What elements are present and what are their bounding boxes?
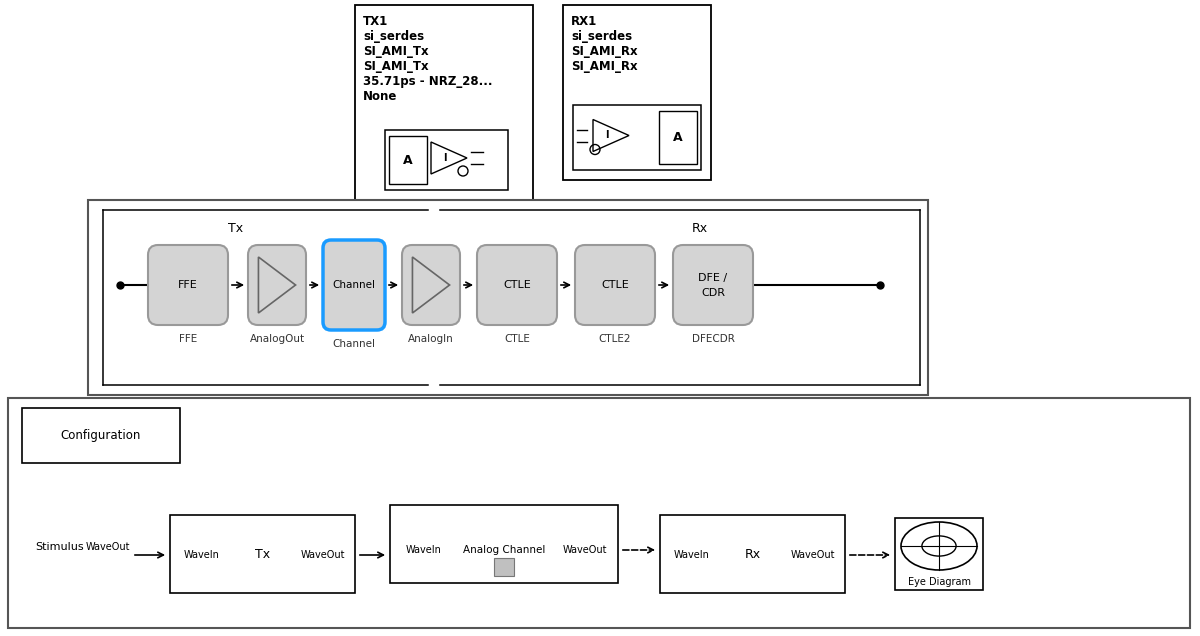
Text: CTLE: CTLE — [601, 280, 629, 290]
Text: Channel: Channel — [332, 280, 376, 290]
Text: WaveIn: WaveIn — [406, 545, 442, 555]
FancyBboxPatch shape — [148, 245, 228, 325]
Text: FFE: FFE — [179, 334, 197, 344]
Bar — [659, 111, 697, 164]
Text: Configuration: Configuration — [61, 429, 142, 442]
Polygon shape — [431, 142, 467, 174]
Bar — [22, 408, 180, 463]
Text: WaveOut: WaveOut — [301, 550, 346, 560]
Text: RX1
si_serdes
SI_AMI_Rx
SI_AMI_Rx: RX1 si_serdes SI_AMI_Rx SI_AMI_Rx — [571, 15, 637, 73]
Text: CTLE2: CTLE2 — [599, 334, 631, 344]
Text: Tx: Tx — [254, 548, 270, 562]
Text: CDR: CDR — [701, 288, 725, 298]
Bar — [660, 515, 845, 593]
Text: DFE /: DFE / — [698, 273, 727, 283]
Text: WaveOut: WaveOut — [563, 545, 607, 555]
Text: WaveIn: WaveIn — [674, 550, 710, 560]
Text: FFE: FFE — [178, 280, 198, 290]
FancyBboxPatch shape — [248, 245, 306, 325]
Polygon shape — [413, 257, 450, 313]
Bar — [390, 505, 618, 583]
Text: I: I — [443, 153, 446, 163]
Text: WaveOut: WaveOut — [791, 550, 835, 560]
Bar — [494, 558, 514, 576]
Bar — [574, 105, 701, 170]
Text: Rx: Rx — [692, 222, 708, 235]
Text: Stimulus: Stimulus — [36, 542, 84, 552]
Text: DFECDR: DFECDR — [691, 334, 734, 344]
Bar — [895, 518, 983, 590]
FancyBboxPatch shape — [402, 245, 460, 325]
Text: TX1
si_serdes
SI_AMI_Tx
SI_AMI_Tx
35.71ps - NRZ_28...
None: TX1 si_serdes SI_AMI_Tx SI_AMI_Tx 35.71p… — [364, 15, 492, 103]
Polygon shape — [593, 120, 629, 151]
FancyBboxPatch shape — [323, 240, 385, 330]
Text: CTLE: CTLE — [504, 334, 530, 344]
Bar — [563, 5, 710, 180]
FancyBboxPatch shape — [575, 245, 655, 325]
Polygon shape — [258, 257, 295, 313]
Bar — [8, 398, 1190, 628]
Bar — [170, 515, 355, 593]
Bar — [385, 130, 508, 190]
Text: A: A — [673, 131, 683, 144]
Text: WaveOut: WaveOut — [85, 542, 131, 552]
Bar — [355, 5, 533, 200]
Text: AnalogOut: AnalogOut — [250, 334, 305, 344]
FancyBboxPatch shape — [478, 245, 557, 325]
Text: AnalogIn: AnalogIn — [408, 334, 454, 344]
Text: Channel: Channel — [332, 339, 376, 349]
Text: Analog Channel: Analog Channel — [463, 545, 545, 555]
Bar — [88, 200, 928, 395]
FancyBboxPatch shape — [673, 245, 754, 325]
Text: Rx: Rx — [744, 548, 761, 562]
Bar — [389, 136, 427, 184]
Text: WaveIn: WaveIn — [184, 550, 220, 560]
Text: A: A — [403, 153, 413, 167]
Text: CTLE: CTLE — [503, 280, 530, 290]
Text: I: I — [605, 130, 608, 141]
Text: Eye Diagram: Eye Diagram — [907, 577, 971, 587]
Text: Tx: Tx — [228, 222, 244, 235]
